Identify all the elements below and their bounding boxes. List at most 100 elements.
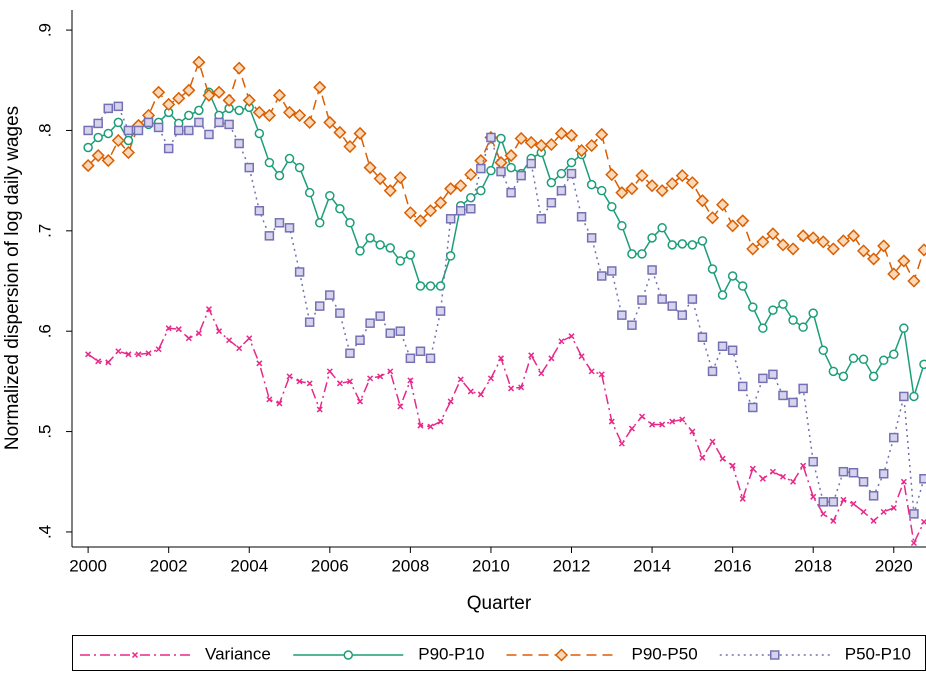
marker: [685, 176, 699, 190]
marker: [665, 177, 679, 191]
marker: [313, 80, 327, 94]
marker: [345, 348, 355, 359]
marker: [105, 359, 112, 366]
marker: [868, 371, 879, 382]
marker: [566, 168, 577, 179]
marker: [133, 125, 144, 136]
marker: [907, 274, 921, 288]
marker: [737, 381, 748, 392]
marker: [496, 133, 506, 144]
marker: [182, 83, 196, 97]
x-tick-label: 2010: [472, 556, 510, 575]
marker: [373, 172, 387, 186]
marker: [810, 493, 817, 500]
marker: [588, 368, 595, 375]
marker: [627, 249, 637, 259]
marker: [444, 182, 458, 196]
marker: [185, 335, 192, 342]
marker: [695, 194, 709, 208]
marker: [242, 93, 256, 107]
marker: [749, 465, 756, 472]
x-tick-label: 2014: [633, 556, 671, 575]
marker: [736, 214, 750, 228]
marker: [143, 117, 154, 128]
marker: [538, 370, 545, 377]
marker: [558, 338, 565, 345]
marker: [840, 496, 847, 503]
marker: [638, 413, 646, 420]
legend-label: P50-P10: [845, 644, 911, 663]
x-tick-label: 2002: [150, 556, 188, 575]
marker: [716, 198, 730, 212]
marker: [707, 366, 718, 377]
marker: [877, 239, 891, 253]
marker: [897, 254, 911, 268]
marker: [435, 306, 446, 316]
marker: [172, 91, 186, 105]
marker: [566, 157, 577, 168]
marker: [860, 508, 867, 515]
marker: [214, 117, 224, 128]
marker: [405, 353, 416, 364]
marker: [628, 425, 635, 432]
marker: [578, 353, 585, 360]
marker: [707, 264, 718, 274]
marker: [246, 335, 253, 342]
marker: [900, 478, 907, 485]
marker: [455, 205, 466, 216]
marker: [415, 346, 426, 357]
series-line: [87, 105, 925, 515]
marker: [657, 223, 667, 233]
marker: [838, 371, 849, 382]
marker: [417, 422, 424, 429]
marker: [766, 227, 780, 241]
marker: [608, 418, 615, 425]
marker: [528, 352, 535, 359]
marker: [184, 110, 194, 121]
marker: [103, 103, 114, 114]
marker: [284, 223, 295, 233]
marker: [282, 105, 297, 119]
marker: [363, 161, 377, 175]
marker: [546, 177, 557, 188]
marker: [486, 165, 496, 176]
marker: [554, 126, 568, 141]
marker: [518, 384, 525, 391]
marker: [655, 184, 669, 198]
marker: [222, 93, 236, 107]
marker: [575, 143, 589, 158]
marker: [457, 376, 464, 383]
marker: [889, 432, 899, 443]
marker: [346, 378, 353, 385]
marker: [121, 145, 135, 160]
marker: [226, 337, 233, 344]
marker: [115, 348, 122, 355]
marker: [476, 185, 486, 196]
y-tick-label: .9: [35, 23, 54, 37]
marker: [385, 243, 395, 253]
marker: [779, 473, 787, 480]
marker: [466, 192, 476, 203]
marker: [788, 397, 798, 408]
marker: [850, 500, 857, 507]
x-tick-label: 2018: [794, 556, 832, 575]
marker: [415, 281, 426, 291]
marker: [568, 333, 575, 340]
marker: [667, 240, 677, 250]
marker: [145, 350, 152, 357]
marker: [719, 455, 726, 462]
marker: [365, 233, 375, 243]
marker: [617, 221, 627, 231]
legend-label: P90-P10: [418, 644, 484, 663]
marker: [383, 184, 397, 198]
y-tick-label: .6: [35, 324, 54, 338]
marker: [95, 358, 102, 365]
marker: [625, 182, 639, 196]
x-tick-label: 2020: [875, 556, 913, 575]
marker: [788, 315, 798, 325]
marker: [224, 119, 234, 130]
marker: [637, 249, 647, 259]
marker: [254, 205, 265, 216]
marker: [826, 242, 840, 256]
